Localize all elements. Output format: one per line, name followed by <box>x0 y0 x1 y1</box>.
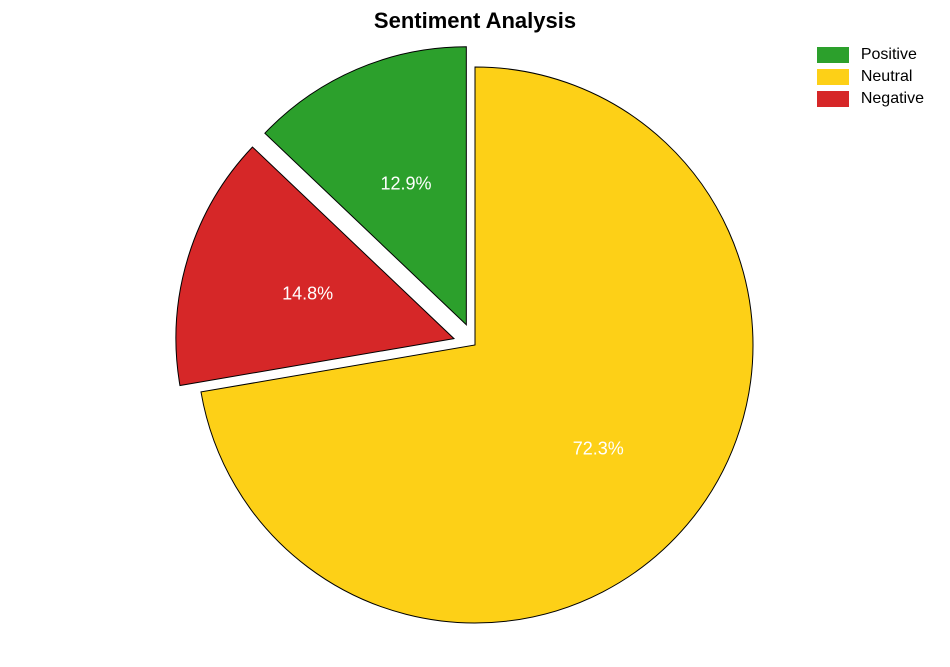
slice-label-neutral: 72.3% <box>573 438 624 459</box>
legend-label-negative: Negative <box>861 90 924 108</box>
legend-swatch-negative <box>817 91 849 107</box>
legend-label-neutral: Neutral <box>861 68 913 86</box>
legend-swatch-positive <box>817 47 849 63</box>
pie-chart: 72.3% 14.8% 12.9% <box>0 40 950 662</box>
legend-swatch-neutral <box>817 69 849 85</box>
slice-label-negative: 14.8% <box>282 284 333 305</box>
legend-item-neutral: Neutral <box>817 68 924 86</box>
legend-label-positive: Positive <box>861 46 917 64</box>
legend-item-positive: Positive <box>817 46 924 64</box>
slice-label-positive: 12.9% <box>381 174 432 195</box>
chart-title: Sentiment Analysis <box>0 8 950 34</box>
legend-item-negative: Negative <box>817 90 924 108</box>
legend: Positive Neutral Negative <box>817 46 924 112</box>
